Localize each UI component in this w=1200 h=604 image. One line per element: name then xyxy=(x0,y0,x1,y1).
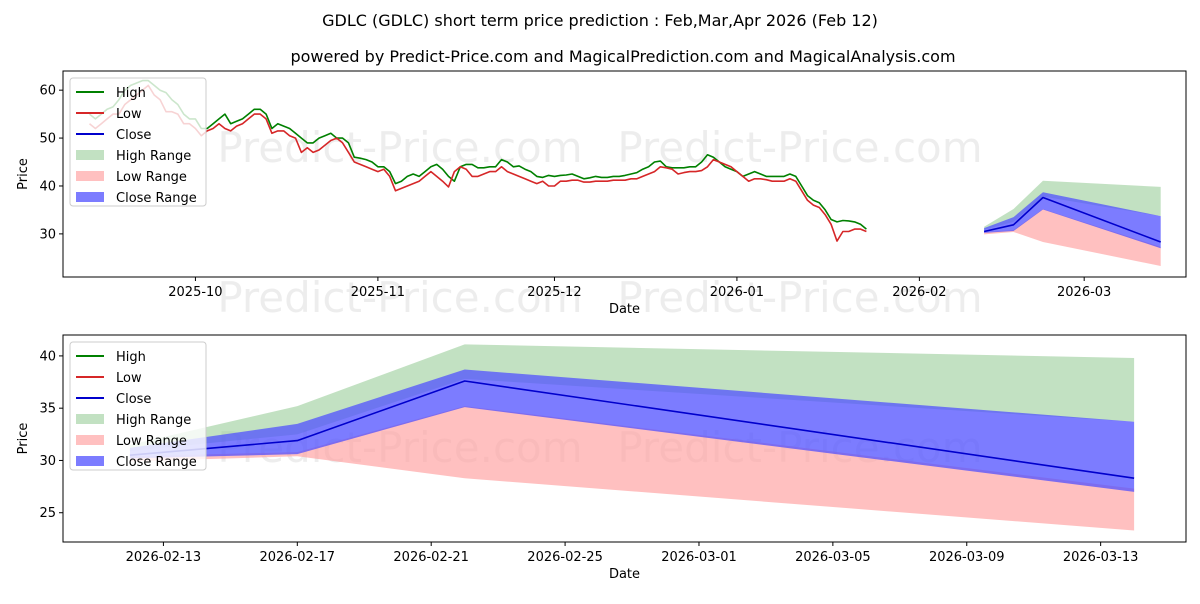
legend-swatch xyxy=(76,192,104,202)
watermark-text: Predict-Price.com xyxy=(217,123,582,172)
x-tick-label: 2026-02-17 xyxy=(260,550,336,565)
high-range-band xyxy=(129,344,1135,452)
low-range-band xyxy=(984,208,1161,266)
close-range-band xyxy=(984,192,1161,249)
x-tick-label: 2026-03 xyxy=(1057,285,1111,300)
x-tick-label: 2026-02 xyxy=(892,285,946,300)
x-axis-label: Date xyxy=(609,567,640,582)
chart-title: GDLC (GDLC) short term price prediction … xyxy=(322,11,878,30)
axes-frame xyxy=(62,70,1187,278)
y-tick-label: 40 xyxy=(39,349,56,364)
x-tick-label: 2026-03-13 xyxy=(1063,550,1139,565)
legend-swatch xyxy=(76,150,104,160)
legend-label: High xyxy=(116,350,146,365)
x-axis-label: Date xyxy=(609,302,640,317)
y-tick-label: 40 xyxy=(39,179,56,194)
y-axis-label: Price xyxy=(16,158,31,190)
legend-swatch xyxy=(76,414,104,424)
x-tick-label: 2026-03-05 xyxy=(795,550,871,565)
legend-label: Low xyxy=(116,371,142,386)
close-range-band xyxy=(129,369,1135,492)
y-tick-label: 50 xyxy=(39,132,56,147)
history-forecast-panel: Predict-Price.com Predict-Price.com Predic… xyxy=(16,70,1187,322)
axes-frame xyxy=(62,334,1187,543)
close-series-line xyxy=(983,196,1161,243)
legend-label: Close xyxy=(116,128,151,143)
legend-label: Low Range xyxy=(116,170,187,185)
watermark-text: Predict-Price.com xyxy=(217,273,582,322)
x-tick-label: 2026-02-25 xyxy=(527,550,603,565)
x-tick-label: 2026-03-09 xyxy=(929,550,1005,565)
legend-label: High Range xyxy=(116,149,191,164)
x-tick-label: 2025-12 xyxy=(527,285,581,300)
close-series-line xyxy=(129,380,1135,479)
y-tick-label: 25 xyxy=(39,506,56,521)
legend-swatch xyxy=(76,456,104,466)
legend-label: High xyxy=(116,86,146,101)
x-tick-label: 2026-01 xyxy=(710,285,764,300)
high-range-band xyxy=(984,180,1161,230)
watermark-text: Predict-Price.com xyxy=(617,123,982,172)
x-tick-label: 2026-02-21 xyxy=(393,550,469,565)
legend-label: Close xyxy=(116,392,151,407)
watermark-text: Predict-Price.com xyxy=(617,273,982,322)
legend-label: Close Range xyxy=(116,191,197,206)
y-tick-label: 30 xyxy=(39,227,56,242)
low-range-band xyxy=(129,406,1135,531)
legend-label: Low Range xyxy=(116,434,187,449)
y-tick-label: 60 xyxy=(39,84,56,99)
low-series-line xyxy=(88,84,867,242)
legend-swatch xyxy=(76,171,104,181)
x-tick-label: 2026-02-13 xyxy=(126,550,202,565)
legend-swatch xyxy=(76,435,104,445)
x-tick-label: 2026-03-01 xyxy=(661,550,737,565)
legend-label: High Range xyxy=(116,413,191,428)
x-tick-label: 2025-10 xyxy=(168,285,222,300)
chart-subtitle: powered by Predict-Price.com and Magical… xyxy=(290,47,955,66)
legend-label: Close Range xyxy=(116,455,197,470)
forecast-zoom-panel: Predict-Price.comPredict-Price.com253035… xyxy=(16,334,1187,582)
x-tick-label: 2025-11 xyxy=(351,285,405,300)
y-axis-label: Price xyxy=(16,423,31,455)
legend-label: Low xyxy=(116,107,142,122)
y-tick-label: 35 xyxy=(39,402,56,417)
plot-area xyxy=(129,344,1135,531)
plot-area xyxy=(88,79,1161,266)
y-tick-label: 30 xyxy=(39,454,56,469)
